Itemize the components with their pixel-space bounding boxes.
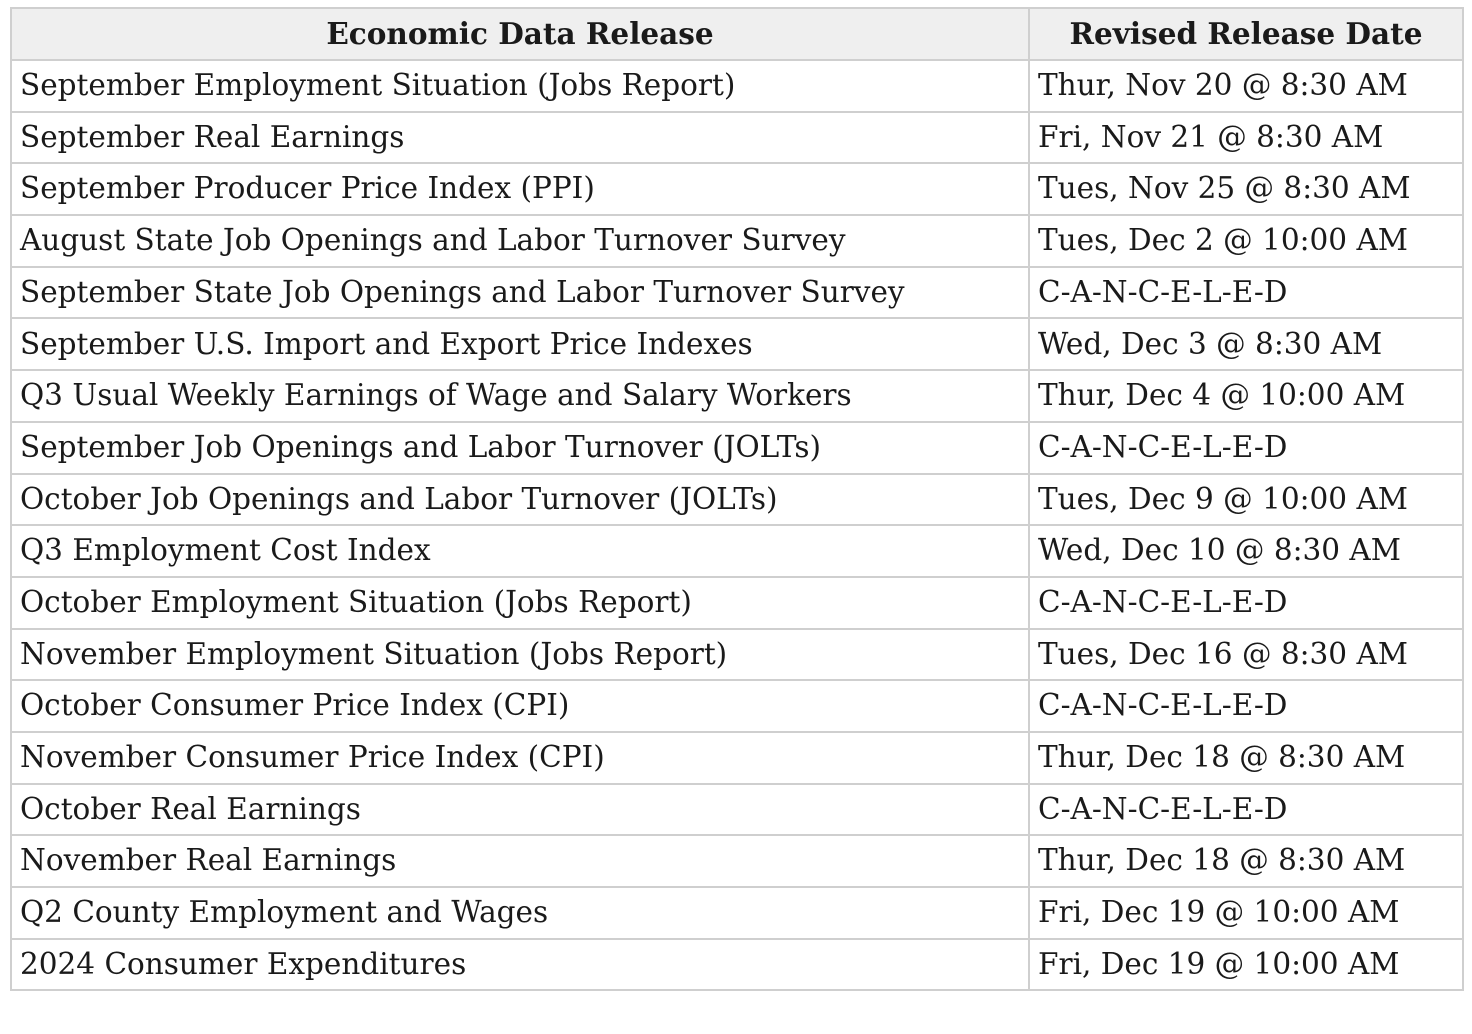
release-name: September Employment Situation (Jobs Rep… — [10, 59, 1030, 113]
release-name: October Job Openings and Labor Turnover … — [10, 472, 1030, 527]
release-name: November Employment Situation (Jobs Repo… — [10, 627, 1030, 682]
release-date: Wed, Dec 10 @ 8:30 AM — [1028, 524, 1464, 578]
release-name: Q3 Employment Cost Index — [10, 524, 1030, 578]
release-date: Thur, Nov 20 @ 8:30 AM — [1028, 59, 1464, 113]
release-date: Tues, Dec 16 @ 8:30 AM — [1028, 627, 1464, 682]
release-name: September State Job Openings and Labor T… — [10, 265, 1030, 320]
release-name: October Consumer Price Index (CPI) — [10, 679, 1030, 733]
release-date: C-A-N-C-E-L-E-D — [1028, 679, 1464, 733]
table-row: September Employment Situation (Jobs Rep… — [10, 59, 1464, 113]
release-name: October Real Earnings — [10, 782, 1030, 837]
table-row: September Producer Price Index (PPI) Tues… — [10, 162, 1464, 217]
release-date: Tues, Dec 2 @ 10:00 AM — [1028, 214, 1464, 268]
release-name: September Producer Price Index (PPI) — [10, 162, 1030, 217]
table-row: Q3 Usual Weekly Earnings of Wage and Sal… — [10, 369, 1464, 423]
release-name: Q3 Usual Weekly Earnings of Wage and Sal… — [10, 369, 1030, 423]
table-row: August State Job Openings and Labor Turn… — [10, 214, 1464, 268]
table-row: Q3 Employment Cost Index Wed, Dec 10 @ 8:… — [10, 524, 1464, 578]
table-row: October Consumer Price Index (CPI) C-A-N-… — [10, 679, 1464, 733]
table-body: September Employment Situation (Jobs Rep… — [10, 59, 1464, 992]
table-row: September State Job Openings and Labor T… — [10, 265, 1464, 320]
release-name: November Real Earnings — [10, 834, 1030, 888]
release-name: September U.S. Import and Export Price I… — [10, 317, 1030, 372]
release-name: September Job Openings and Labor Turnove… — [10, 420, 1030, 475]
table-row: Q2 County Employment and Wages Fri, Dec 1… — [10, 886, 1464, 940]
release-name: September Real Earnings — [10, 110, 1030, 165]
release-name: August State Job Openings and Labor Turn… — [10, 214, 1030, 268]
table-row: November Real Earnings Thur, Dec 18 @ 8:3… — [10, 834, 1464, 888]
header-cell: Revised Release Date — [1028, 7, 1464, 61]
release-date: C-A-N-C-E-L-E-D — [1028, 265, 1464, 320]
release-date: Wed, Dec 3 @ 8:30 AM — [1028, 317, 1464, 372]
release-date: Fri, Nov 21 @ 8:30 AM — [1028, 110, 1464, 165]
header-row: Economic Data Release Revised Release Da… — [10, 7, 1464, 61]
release-date: Thur, Dec 4 @ 10:00 AM — [1028, 369, 1464, 423]
release-date: Fri, Dec 19 @ 10:00 AM — [1028, 937, 1464, 992]
table-row: September Job Openings and Labor Turnove… — [10, 420, 1464, 475]
table-row: 2024 Consumer Expenditures Fri, Dec 19 @ … — [10, 937, 1464, 992]
table-row: November Consumer Price Index (CPI) Thur,… — [10, 730, 1464, 785]
table-row: November Employment Situation (Jobs Repo… — [10, 627, 1464, 682]
release-date: Tues, Dec 9 @ 10:00 AM — [1028, 472, 1464, 527]
table-row: October Job Openings and Labor Turnover … — [10, 472, 1464, 527]
table-container: Economic Data Release Revised Release Da… — [10, 7, 1464, 992]
release-name: October Employment Situation (Jobs Repor… — [10, 575, 1030, 630]
release-date: Tues, Nov 25 @ 8:30 AM — [1028, 162, 1464, 217]
table-row: September Real Earnings Fri, Nov 21 @ 8:3… — [10, 110, 1464, 165]
table-row: October Employment Situation (Jobs Repor… — [10, 575, 1464, 630]
release-date: Thur, Dec 18 @ 8:30 AM — [1028, 834, 1464, 888]
release-name: November Consumer Price Index (CPI) — [10, 730, 1030, 785]
table-row: October Real Earnings C-A-N-C-E-L-E-D — [10, 782, 1464, 837]
release-date: C-A-N-C-E-L-E-D — [1028, 420, 1464, 475]
release-name: 2024 Consumer Expenditures — [10, 937, 1030, 992]
header-cell: Economic Data Release — [10, 7, 1030, 61]
release-date: Fri, Dec 19 @ 10:00 AM — [1028, 886, 1464, 940]
release-table: Economic Data Release Revised Release Da… — [10, 7, 1464, 992]
release-date: C-A-N-C-E-L-E-D — [1028, 575, 1464, 630]
release-date: Thur, Dec 18 @ 8:30 AM — [1028, 730, 1464, 785]
table-header: Economic Data Release Revised Release Da… — [10, 7, 1464, 61]
table-row: September U.S. Import and Export Price I… — [10, 317, 1464, 372]
release-name: Q2 County Employment and Wages — [10, 886, 1030, 940]
release-date: C-A-N-C-E-L-E-D — [1028, 782, 1464, 837]
